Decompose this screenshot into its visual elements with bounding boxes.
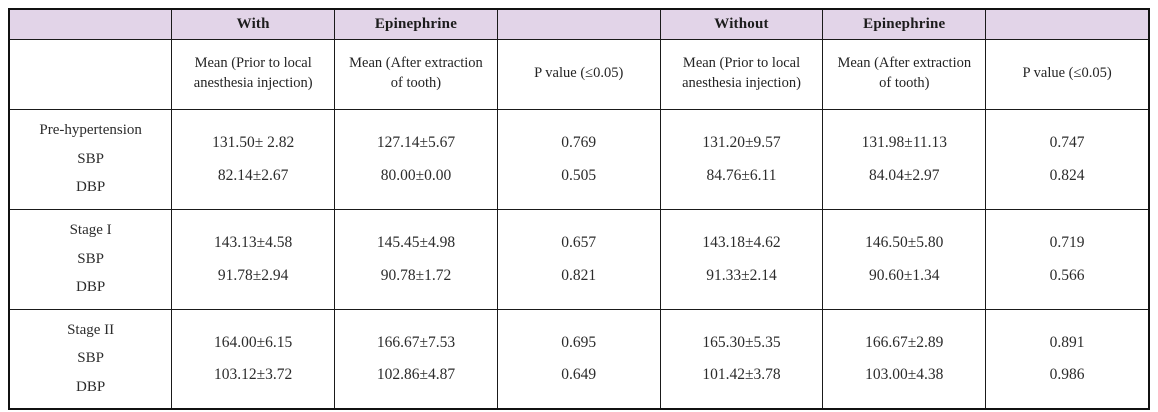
subheader-cell-empty [8, 38, 173, 110]
sbp-value: 165.30±5.35 [702, 333, 781, 351]
sbp-value: 146.50±5.80 [865, 234, 944, 251]
sbp-label: SBP [77, 350, 104, 367]
data-cell: 127.14±5.67 80.00±0.00 [334, 108, 498, 210]
data-cell: 0.657 0.821 [496, 208, 661, 310]
category-label: Pre-hypertension [39, 122, 142, 139]
row-group-label-cell: Stage II SBP DBP [8, 308, 173, 410]
dbp-value: 91.33±2.14 [706, 266, 777, 284]
data-cell: 131.98±11.13 84.04±2.97 [822, 108, 987, 210]
sbp-pvalue: 0.719 [1049, 234, 1085, 251]
header-cell-epinephrine-left: Epinephrine [334, 8, 498, 40]
header-cell-without: Without [659, 8, 824, 40]
subheader-row: Mean (Prior to local anesthesia injectio… [8, 38, 1150, 110]
dbp-value: 80.00±0.00 [380, 166, 452, 184]
header-cell-empty [496, 8, 661, 40]
sbp-pvalue: 0.695 [561, 333, 597, 351]
data-cell: 165.30±5.35 101.42±3.78 [659, 308, 824, 410]
dbp-value: 90.60±1.34 [869, 266, 940, 284]
data-cell: 0.695 0.649 [496, 308, 661, 410]
sbp-value: 166.67±2.89 [865, 333, 944, 351]
sbp-pvalue: 0.747 [1049, 134, 1085, 151]
dbp-value: 103.12±3.72 [214, 366, 293, 384]
table-row-prehypertension: Pre-hypertension SBP DBP 131.50± 2.82 82… [8, 108, 1150, 210]
data-cell: 143.18±4.62 91.33±2.14 [659, 208, 824, 310]
dbp-value: 84.76±6.11 [706, 166, 777, 184]
sbp-label: SBP [77, 150, 104, 167]
header-cell-epinephrine-right: Epinephrine [822, 8, 987, 40]
sbp-value: 166.67±7.53 [376, 333, 456, 351]
sbp-value: 143.18±4.62 [702, 234, 781, 251]
subheader-cell-pvalue-with: P value (≤0.05) [496, 38, 661, 110]
header-cell-empty [8, 8, 173, 40]
dbp-pvalue: 0.649 [561, 366, 597, 384]
sbp-value: 145.45±4.98 [376, 234, 456, 251]
category-label: Stage II [67, 322, 115, 338]
data-cell: 131.20±9.57 84.76±6.11 [659, 108, 824, 210]
dbp-label: DBP [76, 178, 106, 195]
data-cell: 166.67±2.89 103.00±4.38 [822, 308, 987, 410]
dbp-value: 84.04±2.97 [869, 166, 940, 184]
row-group-label-cell: Stage I SBP DBP [8, 208, 173, 310]
subheader-cell-mean-after-with: Mean (After extraction of tooth) [334, 38, 498, 110]
dbp-pvalue: 0.824 [1049, 166, 1085, 184]
sbp-value: 127.14±5.67 [376, 134, 456, 151]
dbp-value: 103.00±4.38 [865, 366, 944, 384]
sbp-label: SBP [77, 250, 104, 267]
bp-epinephrine-table: With Epinephrine Without Epinephrine Mea… [8, 8, 1150, 410]
data-cell: 131.50± 2.82 82.14±2.67 [171, 108, 336, 210]
data-cell: 164.00±6.15 103.12±3.72 [171, 308, 336, 410]
header-cell-with: With [171, 8, 336, 40]
table-row-stage1: Stage I SBP DBP 143.13±4.58 91.78±2.94 1… [8, 208, 1150, 310]
data-cell: 146.50±5.80 90.60±1.34 [822, 208, 987, 310]
data-cell: 145.45±4.98 90.78±1.72 [334, 208, 498, 310]
sbp-pvalue: 0.769 [561, 134, 597, 151]
dbp-value: 91.78±2.94 [217, 266, 289, 284]
sbp-value: 164.00±6.15 [214, 333, 293, 351]
data-cell: 143.13±4.58 91.78±2.94 [171, 208, 336, 310]
dbp-value: 90.78±1.72 [380, 266, 452, 284]
header-cell-empty [985, 8, 1150, 40]
dbp-value: 102.86±4.87 [376, 366, 456, 384]
sbp-value: 131.20±9.57 [702, 134, 781, 151]
dbp-pvalue: 0.821 [561, 266, 597, 284]
dbp-pvalue: 0.566 [1049, 266, 1085, 284]
dbp-value: 101.42±3.78 [702, 366, 781, 384]
sbp-value: 143.13±4.58 [214, 234, 293, 251]
dbp-label: DBP [76, 378, 106, 395]
data-cell: 0.719 0.566 [985, 208, 1150, 310]
sbp-value: 131.98±11.13 [861, 134, 948, 151]
subheader-cell-mean-prior-with: Mean (Prior to local anesthesia injectio… [171, 38, 336, 110]
subheader-cell-pvalue-without: P value (≤0.05) [985, 38, 1150, 110]
sbp-pvalue: 0.657 [561, 234, 597, 251]
data-cell: 0.769 0.505 [496, 108, 661, 210]
dbp-pvalue: 0.505 [561, 166, 597, 184]
bp-comparison-table-wrap: With Epinephrine Without Epinephrine Mea… [8, 8, 1150, 410]
data-cell: 166.67±7.53 102.86±4.87 [334, 308, 498, 410]
table-row-stage2: Stage II SBP DBP 164.00±6.15 103.12±3.72… [8, 308, 1150, 410]
sbp-value: 131.50± 2.82 [212, 134, 295, 151]
row-group-label-cell: Pre-hypertension SBP DBP [8, 108, 173, 210]
data-cell: 0.891 0.986 [985, 308, 1150, 410]
subheader-cell-mean-prior-without: Mean (Prior to local anesthesia injectio… [659, 38, 824, 110]
sbp-pvalue: 0.891 [1049, 333, 1085, 351]
header-row: With Epinephrine Without Epinephrine [8, 8, 1150, 40]
subheader-cell-mean-after-without: Mean (After extraction of tooth) [822, 38, 987, 110]
dbp-value: 82.14±2.67 [217, 166, 289, 184]
dbp-pvalue: 0.986 [1049, 366, 1085, 384]
dbp-label: DBP [76, 278, 106, 295]
category-label: Stage I [69, 222, 112, 239]
data-cell: 0.747 0.824 [985, 108, 1150, 210]
